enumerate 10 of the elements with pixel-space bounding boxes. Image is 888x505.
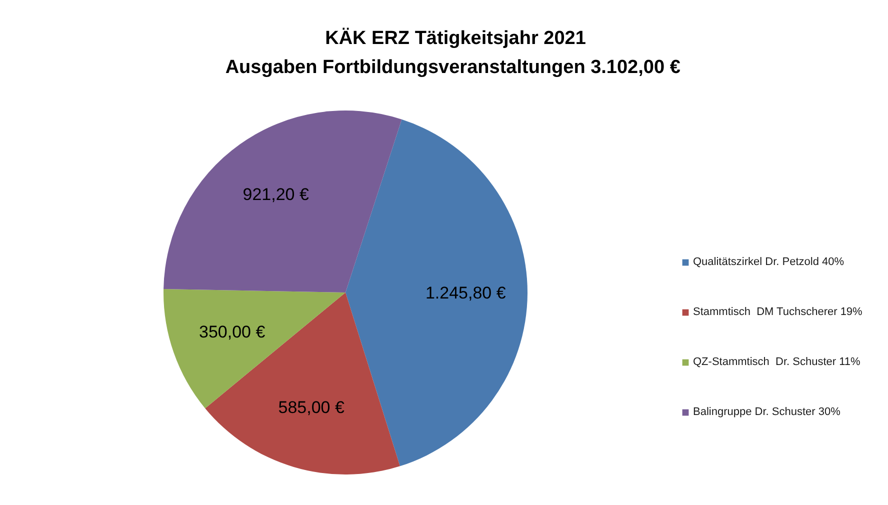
legend-label: QZ-Stammtisch Dr. Schuster 11% — [693, 356, 860, 368]
data-label: 1.245,80 € — [425, 284, 506, 303]
data-label: 585,00 € — [278, 398, 345, 418]
chart-title: KÄK ERZ Tätigkeitsjahr 2021 — [325, 27, 586, 49]
data-label: 921,20 € — [242, 185, 310, 204]
data-label: 350,00 € — [198, 322, 266, 342]
legend-label: Stammtisch DM Tuchscherer 19% — [693, 306, 862, 318]
chart-subtitle: Ausgaben Fortbildungsveranstaltungen 3.102,00 € — [225, 57, 681, 78]
legend-label: Balingruppe Dr. Schuster 30% — [693, 406, 840, 418]
legend-label: Qualitätszirkel Dr. Petzold 40% — [693, 256, 844, 268]
